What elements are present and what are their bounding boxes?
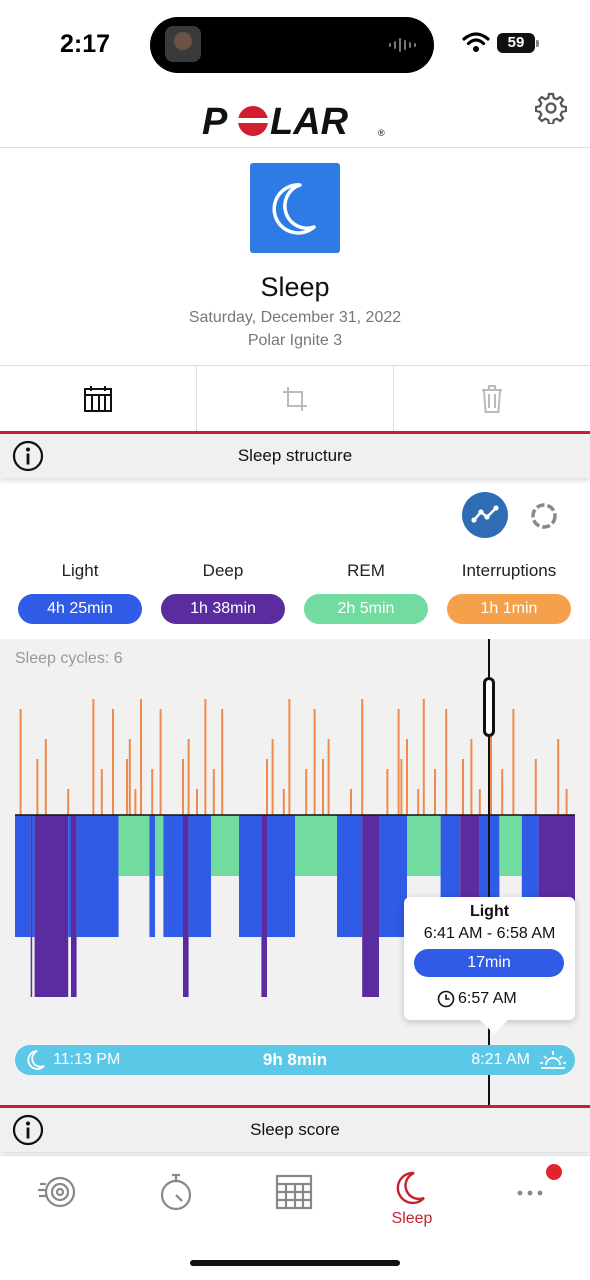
more-icon [517, 1190, 543, 1196]
tab-activity[interactable] [18, 1170, 98, 1240]
stat-label-rem: REM [347, 561, 385, 580]
stage-segment-light [76, 815, 119, 937]
notification-badge [546, 1164, 562, 1180]
device-name: Polar Ignite 3 [247, 332, 343, 349]
status-bar: 2:17 59 [0, 0, 590, 88]
graph-view-toggle[interactable] [462, 492, 508, 538]
tooltip-range: 6:41 AM - 6:58 AM [423, 925, 556, 942]
sleep-score-header: Sleep score [0, 1108, 590, 1152]
stage-segment-light [267, 815, 295, 937]
sleep-structure-header: Sleep structure [0, 434, 590, 478]
crop-button[interactable] [197, 366, 394, 432]
stage-segment-light [68, 815, 71, 937]
tab-training[interactable] [136, 1170, 216, 1240]
tab-sleep[interactable]: Sleep [372, 1170, 452, 1240]
svg-text:P: P [202, 101, 228, 140]
stage-segment-deep [71, 815, 77, 997]
ring-view-icon[interactable] [528, 500, 560, 532]
stage-segment-deep [30, 815, 33, 997]
sunrise-icon [540, 1051, 566, 1069]
home-indicator[interactable] [190, 1260, 400, 1266]
page-title: Sleep [260, 272, 330, 302]
stage-segment-deep [183, 815, 189, 997]
stage-segment-light [379, 815, 407, 937]
tooltip-duration: 17min [414, 949, 564, 977]
stage-segment-deep [34, 815, 69, 997]
stage-segment-rem [295, 815, 337, 876]
line-graph-icon [471, 505, 499, 523]
sleep-end-time: 8:21 AM [471, 1051, 530, 1068]
tab-more[interactable] [490, 1170, 570, 1240]
tooltip-cursor-time: 6:57 AM [458, 990, 517, 1007]
section-divider [0, 431, 590, 434]
hypnogram-svg [15, 699, 575, 997]
session-date: Saturday, December 31, 2022 [188, 309, 402, 326]
stage-segment-light [337, 815, 363, 937]
status-time: 2:17 [60, 30, 111, 58]
audio-wave-icon [389, 38, 416, 52]
sleep-time-bar: 11:13 PM 9h 8min 8:21 AM [15, 1045, 575, 1075]
stat-value-interruptions: 1h 1min [447, 594, 571, 624]
delete-button[interactable] [394, 366, 590, 432]
polar-logo: P LAR ® [202, 101, 385, 140]
gear-icon[interactable] [535, 92, 567, 124]
action-toolbar [0, 366, 590, 432]
stage-segment-light [15, 815, 31, 937]
moon-icon [272, 183, 316, 235]
trash-icon [482, 385, 502, 413]
moon-icon [396, 1171, 425, 1205]
bottom-navigation: Sleep [0, 1155, 590, 1280]
battery-indicator: 59 [497, 33, 539, 53]
stage-segment-rem [155, 815, 164, 876]
sleep-start-time: 11:13 PM [53, 1051, 121, 1068]
stat-label-light: Light [61, 561, 99, 580]
stage-segment-rem [211, 815, 239, 876]
section-title: Sleep structure [237, 446, 353, 465]
sleep-tile [250, 163, 340, 253]
stage-segment-rem [118, 815, 150, 876]
chart-cursor-line [488, 639, 490, 1105]
activity-icon [38, 1176, 76, 1208]
tooltip-stage: Light [469, 903, 510, 920]
stat-value-deep: 1h 38min [161, 594, 285, 624]
app-header: P LAR ® [0, 88, 590, 148]
stage-segment-rem [499, 815, 522, 876]
stage-segment-light [163, 815, 183, 937]
section-title: Sleep score [250, 1120, 340, 1139]
svg-text:®: ® [378, 128, 385, 138]
stage-segment-deep [362, 815, 379, 997]
stat-value-rem: 2h 5min [304, 594, 428, 624]
stat-value-light: 4h 25min [18, 594, 142, 624]
sleep-summary-header: Sleep Saturday, December 31, 2022 Polar … [0, 148, 590, 366]
stopwatch-icon [160, 1173, 192, 1211]
stage-tooltip: Light 6:41 AM - 6:58 AM 17min 6:57 AM [404, 897, 575, 1034]
calendar-button[interactable] [0, 366, 197, 432]
dynamic-island[interactable] [150, 17, 434, 73]
section-divider [0, 1105, 590, 1108]
now-playing-thumbnail[interactable] [165, 26, 201, 62]
clock-icon [437, 990, 455, 1008]
calendar-icon [275, 1174, 313, 1210]
stage-segment-rem [407, 815, 441, 876]
stage-segment-deep [261, 815, 267, 997]
tab-sleep-label: Sleep [391, 1210, 433, 1227]
crop-icon [283, 387, 307, 411]
calendar-icon [84, 386, 112, 412]
stat-label-deep: Deep [202, 561, 244, 580]
sleep-duration: 9h 8min [262, 1050, 328, 1069]
info-icon[interactable] [12, 440, 44, 472]
sleep-cycles-label: Sleep cycles: 6 [15, 650, 123, 667]
svg-text:LAR: LAR [270, 101, 349, 140]
stat-label-interruptions: Interruptions [461, 561, 557, 580]
info-icon[interactable] [12, 1114, 44, 1146]
moon-icon [27, 1050, 45, 1070]
stage-segment-light [31, 815, 35, 937]
stage-segment-light [239, 815, 262, 937]
wifi-icon [462, 32, 490, 52]
tab-diary[interactable] [255, 1170, 335, 1240]
stage-segment-light [149, 815, 155, 937]
chart-cursor-handle[interactable] [483, 677, 495, 737]
stage-segment-light [188, 815, 211, 937]
